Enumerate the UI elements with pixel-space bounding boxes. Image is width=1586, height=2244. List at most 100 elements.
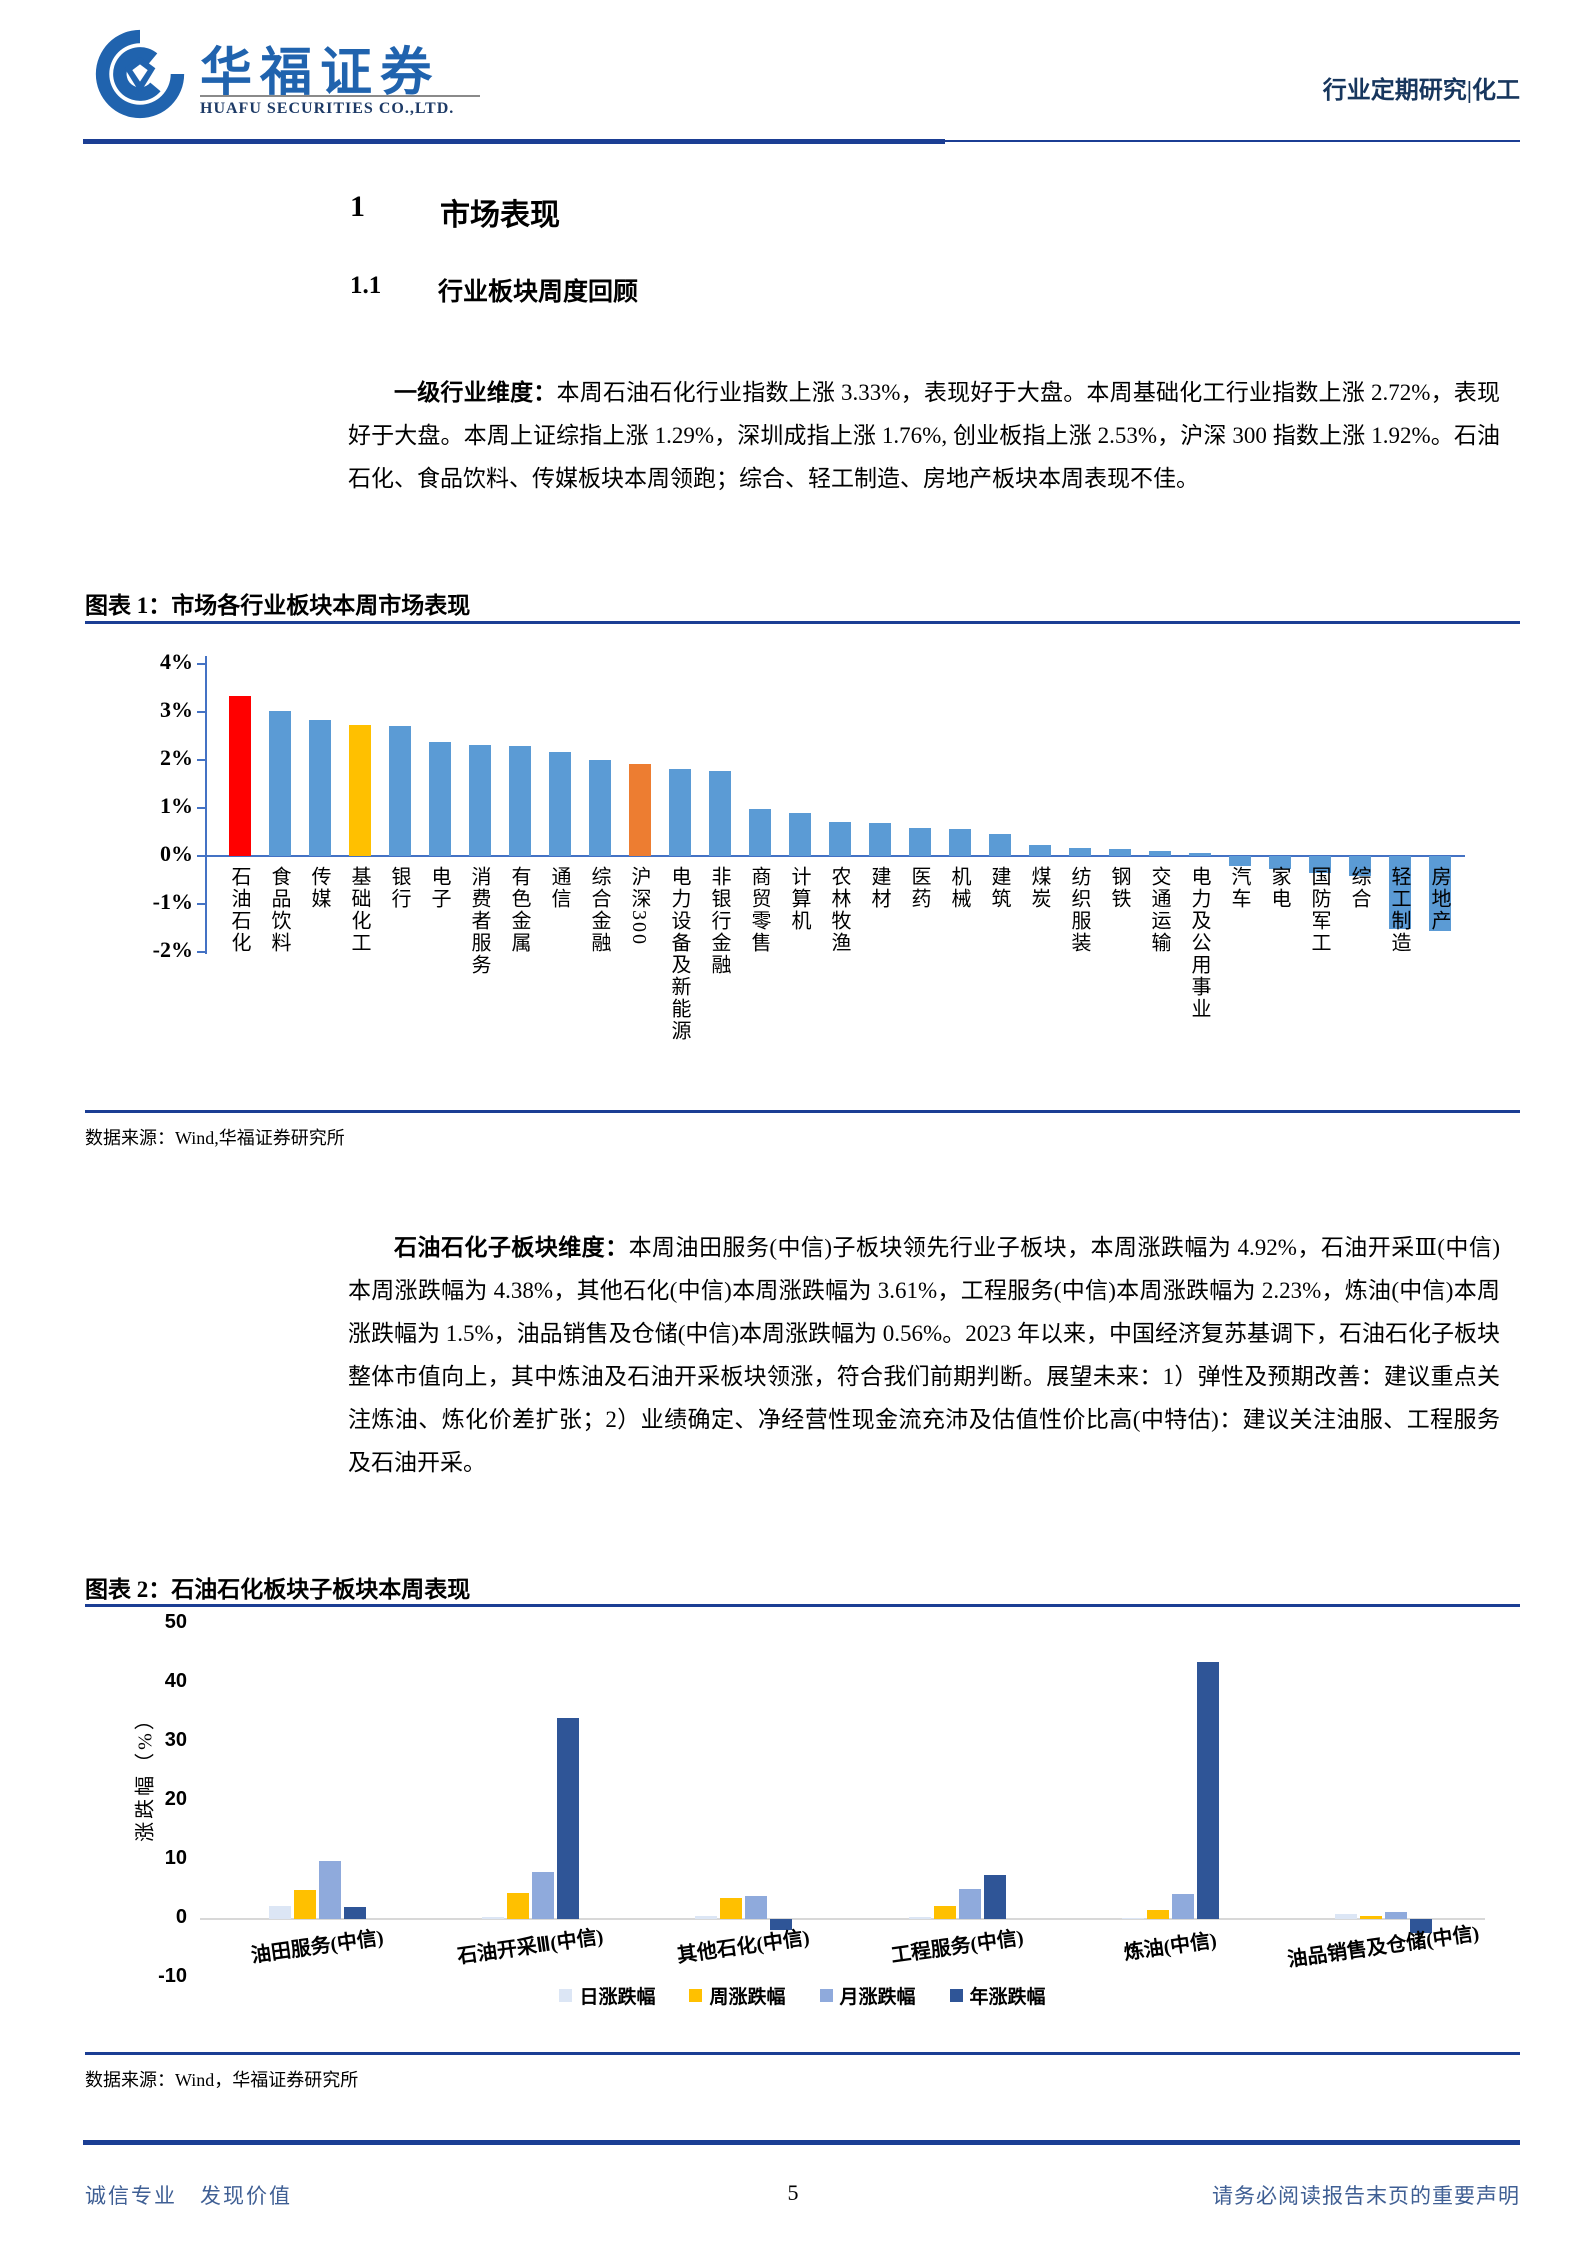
bar-消费者服务 <box>469 744 491 856</box>
bar-label-电力设备及新能源: 电力设备及新能源 <box>668 866 690 1042</box>
figure2-title: 图表 2：石油石化板块子板块本周表现 <box>85 1577 471 1602</box>
bar-label-汽车: 汽车 <box>1228 866 1250 910</box>
subsection-title: 行业板块周度回顾 <box>438 279 639 306</box>
subsection-number: 1.1 <box>350 272 382 299</box>
bar-建材 <box>869 823 891 856</box>
bar-label-建筑: 建筑 <box>988 866 1010 910</box>
bar-石油开采Ⅲ(中信)-周涨跌幅 <box>506 1893 529 1919</box>
y-axis-tick-label: 30 <box>164 1729 187 1751</box>
logo-company-name: 华福证券 <box>200 45 441 102</box>
header-rule <box>83 139 945 144</box>
bar-label-农林牧渔: 农林牧渔 <box>828 866 850 954</box>
bar-炼油(中信)-日涨跌幅 <box>1121 1918 1144 1919</box>
bar-建筑 <box>989 834 1011 856</box>
y-axis-tick-label: 3% <box>160 697 193 722</box>
legend-label: 周涨跌幅 <box>709 1987 786 2008</box>
paragraph-subsector-overview: 石油石化子板块维度：本周油田服务(中信)子板块领先行业子板块，本周涨跌幅为 4.… <box>348 1226 1500 1484</box>
bar-label-非银行金融: 非银行金融 <box>708 866 730 976</box>
legend-item-日涨跌幅: 日涨跌幅 <box>559 1982 655 2009</box>
bar-机械 <box>949 828 971 856</box>
report-type-label: 行业定期研究|化工 <box>1322 78 1520 104</box>
y-axis-tick-label: 40 <box>164 1670 187 1692</box>
bar-油田服务(中信)-日涨跌幅 <box>268 1906 291 1919</box>
bar-石油开采Ⅲ(中信)-日涨跌幅 <box>481 1917 504 1919</box>
y-axis-tick-mark <box>197 663 206 665</box>
legend-label: 日涨跌幅 <box>579 1987 656 2008</box>
x-axis-line <box>200 1918 1485 1920</box>
bar-沪深300 <box>629 763 651 856</box>
figure2-bottom-rule <box>85 2052 1520 2055</box>
bar-石油开采Ⅲ(中信)-月涨跌幅 <box>531 1871 554 1919</box>
y-axis-tick-mark <box>197 903 206 905</box>
bar-基础化工 <box>349 725 371 856</box>
bar-油品销售及仓储(中信)-周涨跌幅 <box>1359 1915 1382 1919</box>
legend-swatch <box>689 1989 703 2002</box>
legend-item-周涨跌幅: 周涨跌幅 <box>689 1982 786 2009</box>
bar-label-商贸零售: 商贸零售 <box>748 866 770 954</box>
bar-油品销售及仓储(中信)-年涨跌幅 <box>1409 1919 1432 1933</box>
y-axis-tick-mark <box>197 951 206 953</box>
bar-油田服务(中信)-年涨跌幅 <box>343 1907 366 1919</box>
y-axis-tick-label: 0 <box>175 1906 187 1928</box>
bar-非银行金融 <box>709 770 731 856</box>
paragraph-lead: 石油石化子板块维度： <box>394 1235 629 1260</box>
section-title: 市场表现 <box>440 199 560 232</box>
bar-label-传媒: 传媒 <box>308 866 330 910</box>
bar-label-轻工制造: 轻工制造 <box>1388 866 1410 954</box>
legend-label: 月涨跌幅 <box>839 1987 916 2008</box>
bar-label-交通运输: 交通运输 <box>1148 866 1170 954</box>
bar-label-消费者服务: 消费者服务 <box>468 866 490 976</box>
bar-纺织服装 <box>1069 848 1091 856</box>
bar-label-石油石化: 石油石化 <box>228 866 250 954</box>
bar-label-有色金属: 有色金属 <box>508 866 530 954</box>
bar-其他石化(中信)-月涨跌幅 <box>744 1895 767 1919</box>
footer-rule <box>83 2140 1520 2145</box>
paragraph-body: 本周石油石化行业指数上涨 3.33%，表现好于大盘。本周基础化工行业指数上涨 2… <box>348 380 1501 491</box>
figure2-data-source: 数据来源：Wind，华福证券研究所 <box>85 2070 359 2090</box>
y-axis-tick-mark <box>197 711 206 713</box>
bar-工程服务(中信)-年涨跌幅 <box>983 1874 1006 1919</box>
figure1-top-rule <box>85 621 1520 624</box>
bar-工程服务(中信)-周涨跌幅 <box>933 1905 956 1919</box>
bar-label-建材: 建材 <box>868 866 890 910</box>
bar-炼油(中信)-周涨跌幅 <box>1146 1910 1169 1919</box>
bar-有色金属 <box>509 746 531 856</box>
y-axis-tick-label: 1% <box>160 793 193 818</box>
y-axis-tick-mark <box>197 855 206 857</box>
bar-电子 <box>429 741 451 856</box>
y-axis-tick-mark <box>197 759 206 761</box>
bar-label-基础化工: 基础化工 <box>348 866 370 954</box>
figure1-data-source: 数据来源：Wind,华福证券研究所 <box>85 1128 345 1148</box>
bar-label-电子: 电子 <box>428 866 450 910</box>
bar-油田服务(中信)-周涨跌幅 <box>293 1889 316 1919</box>
bar-label-家电: 家电 <box>1268 866 1290 910</box>
page-number: 5 <box>787 2180 799 2205</box>
bar-其他石化(中信)-日涨跌幅 <box>694 1916 717 1919</box>
bar-其他石化(中信)-年涨跌幅 <box>769 1919 792 1930</box>
bar-其他石化(中信)-周涨跌幅 <box>719 1897 742 1919</box>
bar-家电 <box>1269 856 1291 870</box>
bar-汽车 <box>1229 856 1251 866</box>
y-axis-tick-mark <box>197 807 206 809</box>
bar-钢铁 <box>1109 848 1131 856</box>
figure1-bottom-rule <box>85 1110 1520 1113</box>
y-axis-title: 涨跌幅（%） <box>134 1707 157 1842</box>
footer-slogan: 诚信专业 发现价值 <box>85 2184 292 2208</box>
bar-label-机械: 机械 <box>948 866 970 910</box>
y-axis-tick-label: 50 <box>164 1611 187 1633</box>
y-axis-line <box>205 656 207 954</box>
bar-油田服务(中信)-月涨跌幅 <box>318 1861 341 1919</box>
bar-label-国防军工: 国防军工 <box>1308 866 1330 954</box>
y-axis-tick-label: 0% <box>160 841 193 866</box>
paragraph-industry-overview: 一级行业维度：本周石油石化行业指数上涨 3.33%，表现好于大盘。本周基础化工行… <box>348 371 1500 500</box>
legend-swatch <box>559 1989 573 2002</box>
bar-label-医药: 医药 <box>908 866 930 910</box>
y-axis-tick-label: 20 <box>164 1788 187 1810</box>
bar-label-计算机: 计算机 <box>788 866 810 932</box>
bar-石油开采Ⅲ(中信)-年涨跌幅 <box>556 1718 579 1919</box>
bar-油品销售及仓储(中信)-月涨跌幅 <box>1384 1911 1407 1919</box>
bar-label-钢铁: 钢铁 <box>1108 866 1130 910</box>
bar-传媒 <box>309 719 331 856</box>
bar-炼油(中信)-年涨跌幅 <box>1196 1662 1219 1919</box>
